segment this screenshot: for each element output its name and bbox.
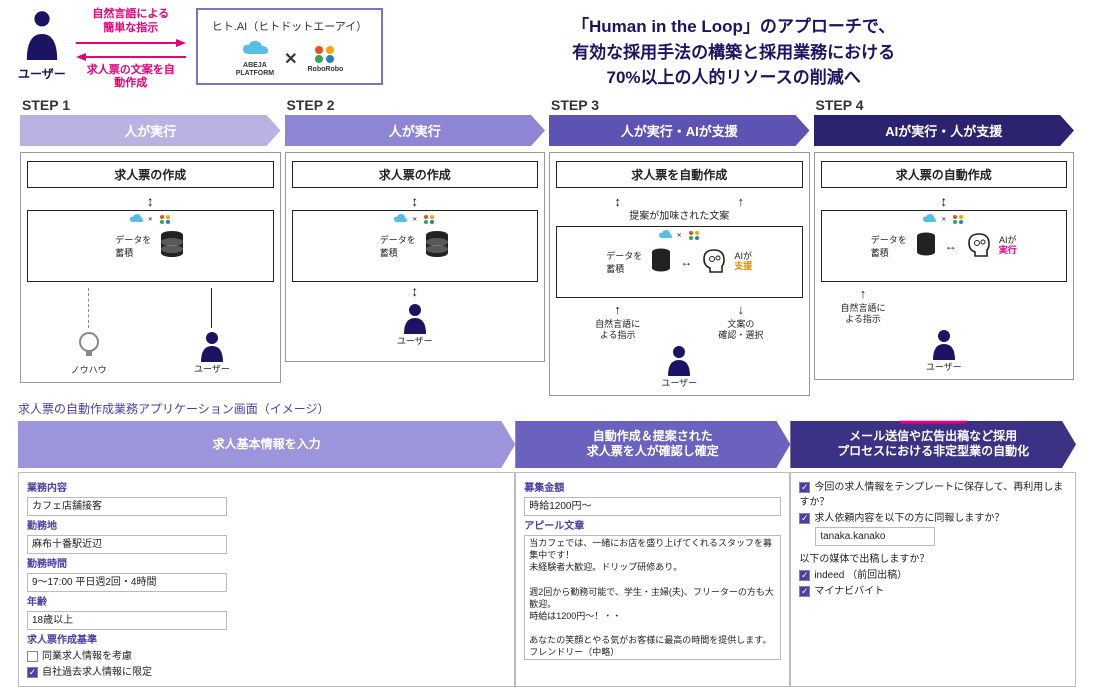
step-1: STEP 1 人が実行 求人票の作成 ↕ ✕ データを 蓄積 ノウハウ ユーザー [18, 97, 283, 396]
checkbox[interactable]: indeed （前回出稿） [799, 568, 1067, 583]
dots-icon [312, 44, 338, 64]
app-bar-1: 求人基本情報を入力 [18, 421, 515, 468]
arrow-left-icon [76, 52, 186, 62]
step-banner: 人が実行 [20, 115, 281, 146]
user-block: ユーザー [18, 8, 66, 82]
step-3: STEP 3 人が実行・AIが支援 求人票を自動作成 ↕↑ 提案が加味された文案… [547, 97, 812, 396]
ai-head-icon [700, 248, 726, 277]
brand-abeja: ABEJA PLATFORM [236, 40, 274, 77]
step-2: STEP 2 人が実行 求人票の作成 ↕ ✕ データを 蓄積 ↕ ユーザー [283, 97, 548, 396]
cloud-icon [241, 40, 269, 60]
lightbulb-icon [76, 330, 102, 363]
checkbox[interactable]: 自社過去求人情報に限定 [27, 665, 227, 680]
user-small-icon [930, 328, 958, 360]
database-icon [915, 232, 937, 261]
arrow-right-icon [76, 38, 186, 48]
input-field[interactable]: 時給1200円～ [524, 497, 781, 516]
input-field[interactable]: tanaka.kanako [815, 527, 935, 546]
detail-box-1: 業務内容 カフェ店舗接客 勤務地 麻布十番駅近辺 勤務時間 9～17:00 平日… [18, 472, 515, 687]
mini-frame: ✕ データを 蓄積 [27, 210, 274, 282]
database-icon [650, 248, 672, 277]
card-title: 求人票の作成 [27, 161, 274, 188]
headline: 「Human in the Loop」のアプローチで、 有効な採用手法の構築と採… [383, 8, 1076, 91]
input-field[interactable]: 麻布十番駅近辺 [27, 535, 227, 554]
detail-box-3: 今回の求人情報をテンプレートに保存して、再利用しますか？ 求人依頼内容を以下の方… [790, 472, 1076, 687]
app-section-title: 求人票の自動作成業務アプリケーション画面（イメージ） [18, 400, 1076, 417]
double-arrow-v-icon: ↕ [27, 194, 274, 208]
database-icon [159, 230, 185, 263]
details-row: 業務内容 カフェ店舗接客 勤務地 麻布十番駅近辺 勤務時間 9～17:00 平日… [0, 472, 1094, 687]
app-bar-3: 今後実装予定 メール送信や広告出稿など採用 プロセスにおける非定型業の自動化 [790, 421, 1076, 468]
app-section: 求人票の自動作成業務アプリケーション画面（イメージ） 求人基本情報を入力 自動作… [0, 400, 1094, 468]
textarea-field[interactable]: 当カフェでは、一緒にお店を盛り上げてくれるスタッフを募集中です！ 未経験者大歓迎… [524, 535, 781, 660]
brand-roborobo: RoboRobo [308, 44, 344, 74]
top-region: ユーザー 自然言語による 簡単な指示 求人票の文案を自 動作成 ヒト.AI（ヒト… [0, 0, 1094, 91]
steps-row: STEP 1 人が実行 求人票の作成 ↕ ✕ データを 蓄積 ノウハウ ユーザー [0, 97, 1094, 396]
detail-box-2: 募集金額 時給1200円～ アピール文章 当カフェでは、一緒にお店を盛り上げてく… [515, 472, 790, 687]
app-bars: 求人基本情報を入力 自動作成＆提案された 求人票を人が確認し確定 今後実装予定 … [18, 421, 1076, 468]
checkbox[interactable]: 同業求人情報を考慮 [27, 649, 227, 664]
app-bar-2: 自動作成＆提案された 求人票を人が確認し確定 [515, 421, 790, 468]
user-label: ユーザー [18, 65, 66, 82]
checkbox[interactable]: 今回の求人情報をテンプレートに保存して、再利用しますか？ [799, 480, 1067, 510]
ai-head-icon [965, 232, 991, 261]
step-4: STEP 4 AIが実行・人が支援 求人票の自動作成 ↕ ✕ データを 蓄積 ↔… [812, 97, 1077, 396]
logo-title: ヒト.AI（ヒトドットエーアイ） [212, 18, 367, 34]
arrow-top-text: 自然言語による 簡単な指示 [76, 8, 186, 36]
arrows-col: 自然言語による 簡単な指示 求人票の文案を自 動作成 [76, 8, 186, 91]
input-field[interactable]: 9～17:00 平日週2回・4時間 [27, 573, 227, 592]
step-label: STEP 1 [20, 97, 281, 113]
logo-box: ヒト.AI（ヒトドットエーアイ） ABEJA PLATFORM ✕ RoboRo… [196, 8, 383, 85]
database-icon [424, 230, 450, 263]
user-icon [20, 8, 64, 63]
user-small-icon [665, 344, 693, 376]
input-field[interactable]: カフェ店舗接客 [27, 497, 227, 516]
step-body: 求人票の作成 ↕ ✕ データを 蓄積 ノウハウ ユーザー [20, 152, 281, 383]
input-field[interactable]: 18歳以上 [27, 611, 227, 630]
times-icon: ✕ [284, 49, 297, 69]
checkbox[interactable]: マイナビバイト [799, 584, 1067, 599]
arrow-bottom-text: 求人票の文案を自 動作成 [76, 64, 186, 92]
user-small-icon [198, 330, 226, 362]
user-small-icon [401, 302, 429, 334]
checkbox[interactable]: 求人依頼内容を以下の方に同報しますか？ [799, 511, 1067, 526]
